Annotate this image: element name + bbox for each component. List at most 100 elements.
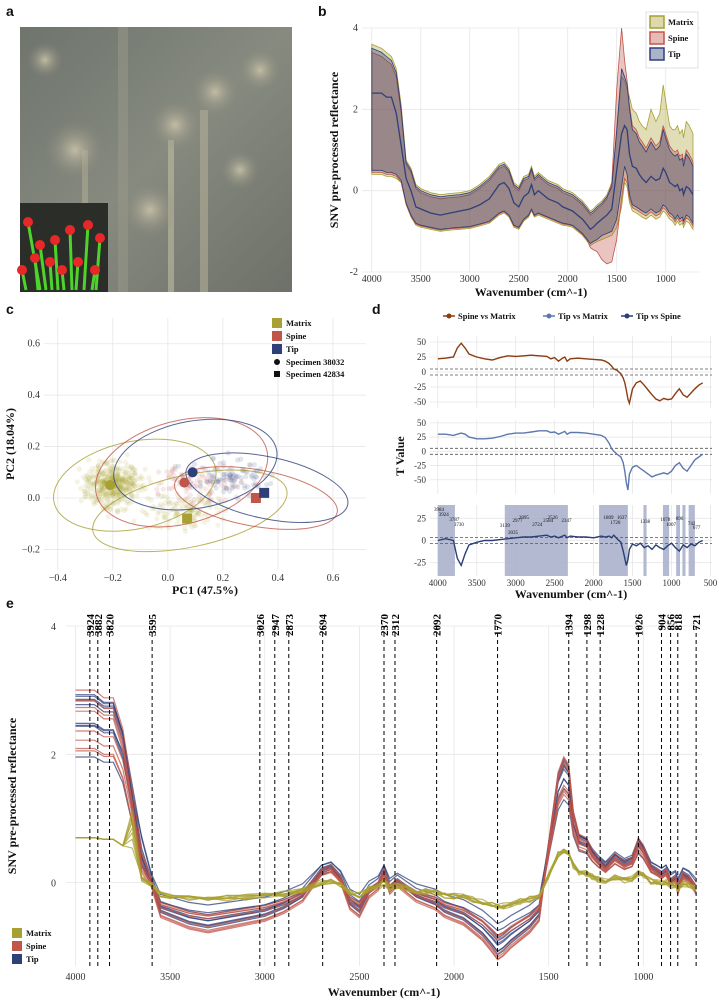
score-point xyxy=(174,508,180,514)
tip-band xyxy=(371,47,694,245)
score-point xyxy=(83,473,90,479)
legend-label: Spine xyxy=(668,33,689,43)
score-point xyxy=(126,477,132,483)
score-point xyxy=(178,506,184,512)
confidence-ellipse-tip xyxy=(185,452,349,523)
peak-label: 721 xyxy=(691,614,703,631)
score-point xyxy=(193,483,199,489)
legend-label: Tip xyxy=(26,954,39,964)
score-point xyxy=(216,478,222,485)
peak-label: 3924 xyxy=(439,513,450,518)
inset-stem xyxy=(94,237,102,291)
score-point xyxy=(117,483,123,490)
score-point xyxy=(164,469,170,475)
score-point xyxy=(230,474,236,480)
score-point xyxy=(107,500,113,507)
score-point xyxy=(122,459,128,465)
score-point xyxy=(122,477,128,484)
panel-a-photo xyxy=(17,27,292,292)
peak-label: 1228 xyxy=(595,614,607,637)
score-point xyxy=(245,484,251,490)
panel-label-a: a xyxy=(6,3,14,19)
score-point xyxy=(156,469,162,475)
score-point xyxy=(118,485,124,491)
score-point xyxy=(126,466,133,472)
score-point xyxy=(206,481,213,488)
x-tick-label: 4000 xyxy=(429,578,448,588)
x-tick-label: 3500 xyxy=(411,274,431,285)
peak-label: 2977 xyxy=(512,519,523,524)
y-tick-label: 0 xyxy=(422,536,427,546)
score-point xyxy=(124,485,130,491)
y-tick-label: -50 xyxy=(414,397,426,407)
score-point xyxy=(86,491,92,497)
score-point xyxy=(97,476,103,482)
score-point xyxy=(253,474,260,480)
score-point xyxy=(233,473,239,479)
score-point xyxy=(238,480,244,486)
inset-head xyxy=(35,240,45,250)
score-point xyxy=(231,483,237,489)
score-point xyxy=(88,493,94,499)
y-tick-label: 0 xyxy=(422,446,427,456)
score-point xyxy=(117,485,123,491)
peak-label: 3882 xyxy=(93,614,105,637)
x-axis-label: Wavenumber (cm^-1) xyxy=(475,285,587,299)
score-point xyxy=(129,475,135,481)
score-point xyxy=(103,492,109,498)
score-point xyxy=(90,482,96,488)
confidence-ellipse-matrix xyxy=(92,469,288,553)
score-point xyxy=(194,478,200,484)
inset-head xyxy=(30,253,40,263)
score-point xyxy=(120,486,126,493)
score-point xyxy=(83,476,89,483)
score-point xyxy=(228,471,234,478)
score-point xyxy=(211,473,217,480)
score-point xyxy=(209,472,215,479)
score-point xyxy=(104,471,110,477)
score-point xyxy=(176,517,182,523)
y-tick-label: 25 xyxy=(417,432,427,442)
legend-swatch xyxy=(272,331,282,341)
score-point xyxy=(132,467,138,473)
score-point xyxy=(93,485,99,491)
score-point xyxy=(100,494,106,500)
x-tick-label: 1500 xyxy=(607,274,627,285)
score-point xyxy=(99,472,105,478)
score-point xyxy=(96,489,102,495)
score-point xyxy=(203,478,209,485)
y-axis-label: T Value xyxy=(393,436,407,476)
score-point xyxy=(94,465,100,471)
significance-band xyxy=(643,505,647,576)
score-point xyxy=(99,469,105,475)
peak-label: 3026 xyxy=(255,614,267,637)
legend-marker xyxy=(446,313,452,319)
score-point xyxy=(115,509,121,515)
score-point xyxy=(98,487,104,494)
score-point xyxy=(113,473,119,479)
score-point xyxy=(102,489,108,495)
peak-label: 1298 xyxy=(582,614,594,637)
x-tick-label: 2500 xyxy=(349,972,369,983)
score-point xyxy=(171,465,177,471)
score-point xyxy=(227,474,233,480)
score-point xyxy=(183,503,189,509)
score-point xyxy=(169,468,175,474)
score-point xyxy=(235,484,241,490)
centroid-matrix-42834 xyxy=(182,513,193,524)
score-point xyxy=(192,512,198,519)
spectrum-line xyxy=(75,725,697,945)
score-point xyxy=(148,497,154,503)
score-point xyxy=(115,479,121,485)
score-point xyxy=(107,506,113,512)
score-point xyxy=(117,481,123,488)
t-value-line-0 xyxy=(437,342,704,406)
score-point xyxy=(127,482,134,488)
score-point xyxy=(170,472,177,478)
score-point xyxy=(114,509,120,515)
score-point xyxy=(125,480,131,486)
score-point xyxy=(190,515,197,521)
score-point xyxy=(115,471,121,477)
score-point xyxy=(268,480,274,487)
